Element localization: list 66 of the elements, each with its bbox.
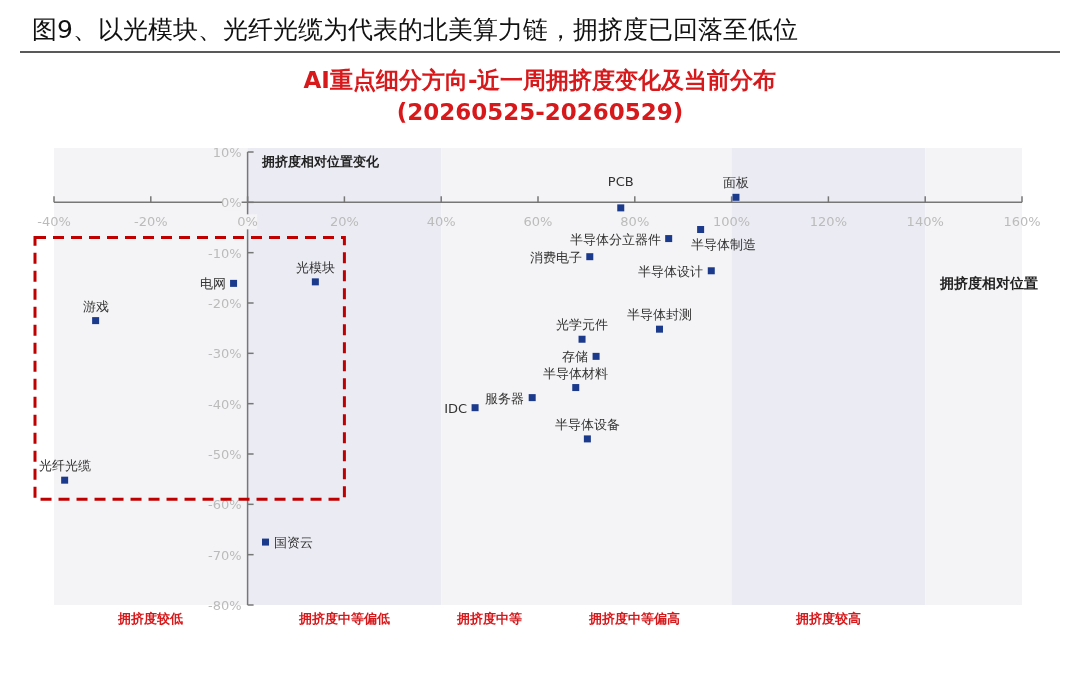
x-tick-label: 20% bbox=[329, 214, 359, 230]
band-label: 拥挤度中等偏高 bbox=[588, 611, 681, 626]
point bbox=[697, 226, 705, 234]
point bbox=[732, 193, 740, 201]
point bbox=[230, 279, 238, 287]
annotation: 半导体制造 bbox=[690, 236, 756, 252]
band-label: 拥挤度较低 bbox=[117, 611, 184, 626]
x-tick-label: 100% bbox=[713, 214, 751, 230]
point bbox=[617, 204, 625, 212]
x-axis-title: 拥挤度相对位置 bbox=[939, 274, 1038, 291]
band-label: 拥挤度较高 bbox=[794, 611, 861, 626]
annotation: 电网 bbox=[199, 276, 226, 292]
y-tick-label: -10% bbox=[208, 245, 242, 261]
x-tick-label: 80% bbox=[620, 214, 650, 230]
annotation: 光学元件 bbox=[556, 317, 609, 333]
x-tick-label: 140% bbox=[906, 214, 944, 230]
point bbox=[572, 384, 580, 392]
annotation: 半导体材料 bbox=[543, 365, 609, 381]
annotation: 半导体设备 bbox=[554, 416, 620, 432]
point bbox=[665, 235, 673, 243]
point bbox=[583, 435, 591, 443]
y-tick-label: -40% bbox=[208, 396, 242, 412]
x-tick-label: 120% bbox=[809, 214, 847, 230]
y-axis-title: 拥挤度相对位置变化 bbox=[260, 154, 380, 169]
point bbox=[61, 476, 69, 484]
annotation: 半导体分立器件 bbox=[569, 231, 661, 247]
annotation: 服务器 bbox=[485, 390, 525, 406]
point bbox=[311, 278, 319, 286]
x-tick-label: 0% bbox=[237, 214, 258, 230]
annotation: PCB bbox=[607, 174, 634, 190]
annotation: 国资云 bbox=[273, 535, 313, 551]
y-tick-label: -20% bbox=[208, 296, 242, 311]
x-tick-label: 160% bbox=[1003, 214, 1041, 230]
chart-title: 图9、以光模块、光纤光缆为代表的北美算力链，拥挤度已回落至低位 bbox=[32, 15, 798, 44]
annotation: 面板 bbox=[722, 175, 749, 191]
x-tick-label: -40% bbox=[37, 214, 71, 230]
point bbox=[471, 404, 479, 412]
y-tick-label: -50% bbox=[208, 447, 242, 462]
y-tick-label: -80% bbox=[208, 598, 242, 613]
point bbox=[578, 335, 586, 343]
annotation: IDC bbox=[444, 400, 468, 416]
point bbox=[592, 352, 600, 360]
y-tick-label: 0% bbox=[220, 195, 242, 211]
annotation: 游戏 bbox=[82, 298, 109, 314]
y-tick-label: -30% bbox=[208, 346, 242, 362]
annotation: 半导体封测 bbox=[626, 307, 692, 323]
x-tick-label: 60% bbox=[523, 214, 553, 230]
point bbox=[262, 538, 270, 546]
y-tick-label: -70% bbox=[208, 547, 242, 563]
annotation: 光模块 bbox=[295, 259, 335, 275]
point bbox=[586, 253, 594, 261]
chart-subtitle: AI重点细分方向-近一周拥挤度变化及当前分布 (20260525-20260529) bbox=[303, 67, 777, 125]
band-label: 拥挤度中等 bbox=[456, 611, 523, 626]
point bbox=[528, 394, 536, 402]
x-tick-label: -20% bbox=[134, 214, 168, 230]
point bbox=[707, 267, 715, 275]
y-tick-label: 10% bbox=[212, 145, 242, 160]
annotation: 消费电子 bbox=[529, 249, 582, 265]
point bbox=[655, 325, 663, 333]
band-label: 拥挤度中等偏低 bbox=[297, 611, 390, 626]
annotation: 光纤光缆 bbox=[38, 458, 91, 474]
point bbox=[92, 317, 100, 325]
x-tick-label: 40% bbox=[426, 214, 456, 230]
y-tick-label: -60% bbox=[208, 497, 242, 513]
annotation: 存储 bbox=[562, 349, 589, 365]
annotation: 半导体设计 bbox=[638, 263, 704, 279]
